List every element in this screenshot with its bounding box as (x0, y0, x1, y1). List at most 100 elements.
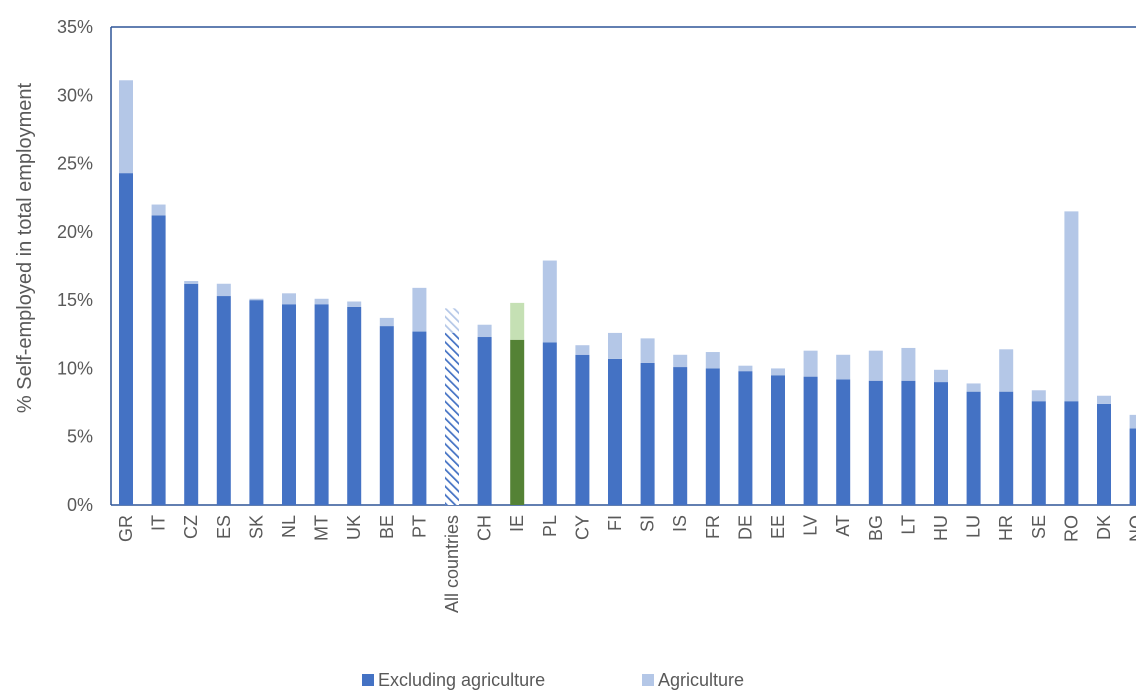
x-tick-label: DE (735, 515, 755, 540)
bar-excluding-agriculture (738, 371, 753, 505)
x-tick-label: SI (638, 515, 658, 532)
plot-frame (110, 26, 1136, 506)
bar-agriculture (184, 281, 199, 284)
bar-excluding-agriculture (771, 375, 785, 505)
bar-excluding-agriculture (347, 306, 362, 505)
x-tick-label: NO (1127, 515, 1136, 542)
y-tick-label: 0% (67, 495, 93, 515)
bar-agriculture (836, 354, 851, 380)
bar-excluding-agriculture (934, 382, 948, 505)
bars (119, 80, 1136, 506)
bar-excluding-agriculture (1097, 403, 1111, 505)
y-tick-label: 5% (67, 427, 93, 447)
bar-agriculture (542, 260, 557, 343)
bar-excluding-agriculture (1129, 428, 1136, 505)
bar-excluding-agriculture (836, 379, 851, 505)
x-tick-label: IE (507, 515, 527, 532)
bar-excluding-agriculture (999, 391, 1014, 505)
bar-agriculture (119, 80, 133, 174)
y-tick-label: 25% (57, 154, 93, 174)
x-tick-label: CH (475, 515, 495, 541)
bar-agriculture (575, 345, 590, 355)
bar-excluding-agriculture (803, 376, 818, 505)
legend-label-agriculture: Agriculture (658, 670, 744, 690)
x-tick-label: All countries (442, 515, 462, 613)
bar-agriculture (477, 324, 492, 338)
bar-agriculture (966, 383, 981, 392)
bar-agriculture (999, 349, 1014, 392)
bar-excluding-agriculture (542, 342, 557, 505)
bar-excluding-agriculture (966, 391, 981, 505)
bar-excluding-agriculture (379, 326, 394, 505)
bar-excluding-agriculture (608, 358, 622, 505)
x-tick-label: SK (246, 515, 266, 539)
y-tick-label: 15% (57, 290, 93, 310)
bar-agriculture (249, 298, 264, 301)
bar-agriculture (934, 369, 948, 383)
bar-excluding-agriculture (1064, 401, 1079, 505)
legend-swatch-excluding-agriculture (362, 674, 374, 686)
x-tick-label: IT (149, 515, 169, 531)
x-tick-label: HR (996, 515, 1016, 541)
bar-agriculture (803, 350, 818, 377)
bar-excluding-agriculture (1031, 401, 1046, 505)
x-tick-label: RO (1061, 515, 1081, 542)
bar-agriculture (510, 302, 525, 340)
x-tick-label: HU (931, 515, 951, 541)
bar-excluding-agriculture (249, 300, 264, 505)
y-axis: 0% 5% 10% 15% 20% 25% 30% 35% (57, 17, 93, 515)
x-axis: GR IT CZ ES SK NL MT UK BE PT All countries CH IE PL C… (116, 515, 1136, 613)
bar-excluding-agriculture (575, 354, 590, 505)
bar-agriculture (705, 352, 720, 369)
bar-agriculture (1097, 395, 1111, 404)
bar-excluding-agriculture (184, 283, 199, 505)
bar-agriculture (1031, 390, 1046, 402)
x-tick-label: LU (964, 515, 984, 538)
y-tick-label: 35% (57, 17, 93, 37)
bar-excluding-agriculture (640, 362, 655, 505)
x-tick-label: PL (540, 515, 560, 537)
bar-excluding-agriculture (282, 304, 296, 505)
bar-agriculture (673, 354, 688, 368)
bar-agriculture (347, 301, 362, 307)
bar-excluding-agriculture (868, 380, 883, 505)
bar-excluding-agriculture (119, 173, 133, 506)
bar-excluding-agriculture (673, 367, 688, 505)
x-tick-label: LV (801, 515, 821, 536)
x-tick-label: GR (116, 515, 136, 542)
legend-swatch-agriculture (642, 674, 654, 686)
x-tick-label: BE (377, 515, 397, 539)
bar-excluding-agriculture (510, 339, 525, 505)
y-tick-label: 10% (57, 358, 93, 378)
bar-agriculture (738, 365, 753, 372)
x-tick-label: DK (1094, 515, 1114, 540)
bar-agriculture (412, 287, 427, 332)
bar-agriculture (901, 347, 916, 381)
bar-agriculture (771, 368, 785, 376)
bar-agriculture (282, 293, 296, 305)
x-tick-label: UK (344, 515, 364, 540)
bar-excluding-agriculture (314, 304, 329, 505)
x-tick-label: EE (768, 515, 788, 539)
x-tick-label: IS (670, 515, 690, 532)
x-tick-label: SE (1029, 515, 1049, 539)
y-tick-label: 20% (57, 222, 93, 242)
bar-excluding-agriculture (151, 215, 166, 505)
bar-excluding-agriculture (705, 368, 720, 505)
bar-excluding-agriculture (901, 380, 916, 505)
x-tick-label: NL (279, 515, 299, 538)
x-tick-label: BG (866, 515, 886, 541)
bar-excluding-agriculture (445, 332, 459, 505)
bar-agriculture (608, 332, 622, 359)
x-tick-label: LT (898, 515, 918, 535)
bar-agriculture (1064, 211, 1079, 402)
legend-label-excluding-agriculture: Excluding agriculture (378, 670, 545, 690)
x-tick-label: FR (703, 515, 723, 539)
bar-excluding-agriculture (477, 337, 492, 505)
x-tick-label: FI (605, 515, 625, 531)
x-tick-label: CY (572, 515, 592, 540)
x-tick-label: ES (214, 515, 234, 539)
bar-agriculture (216, 283, 231, 297)
bar-agriculture (379, 317, 394, 327)
